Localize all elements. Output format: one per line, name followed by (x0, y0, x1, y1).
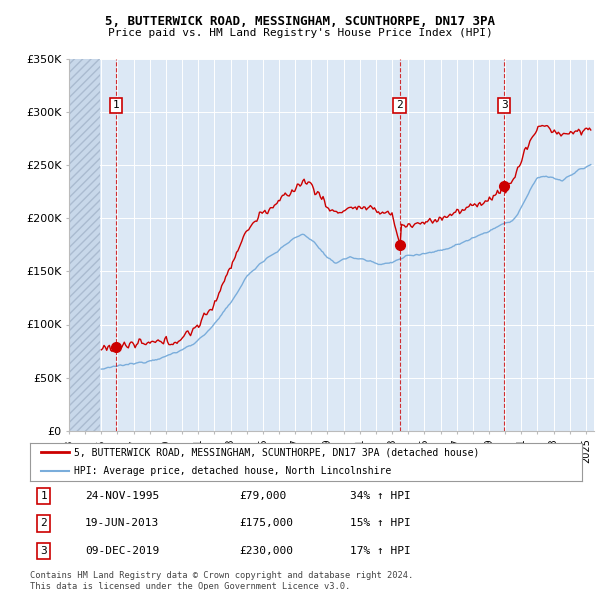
Text: Price paid vs. HM Land Registry's House Price Index (HPI): Price paid vs. HM Land Registry's House … (107, 28, 493, 38)
Text: 15% ↑ HPI: 15% ↑ HPI (350, 519, 411, 529)
Text: HPI: Average price, detached house, North Lincolnshire: HPI: Average price, detached house, Nort… (74, 466, 391, 476)
Text: £175,000: £175,000 (240, 519, 294, 529)
Text: 34% ↑ HPI: 34% ↑ HPI (350, 491, 411, 501)
Text: 2: 2 (40, 519, 47, 529)
Text: 2: 2 (396, 100, 403, 110)
Text: Contains HM Land Registry data © Crown copyright and database right 2024.
This d: Contains HM Land Registry data © Crown c… (30, 571, 413, 590)
Text: 1: 1 (112, 100, 119, 110)
Text: 24-NOV-1995: 24-NOV-1995 (85, 491, 160, 501)
Text: 3: 3 (501, 100, 508, 110)
Text: 1: 1 (40, 491, 47, 501)
Text: 17% ↑ HPI: 17% ↑ HPI (350, 546, 411, 556)
Text: 3: 3 (40, 546, 47, 556)
Text: 5, BUTTERWICK ROAD, MESSINGHAM, SCUNTHORPE, DN17 3PA: 5, BUTTERWICK ROAD, MESSINGHAM, SCUNTHOR… (105, 15, 495, 28)
Text: 5, BUTTERWICK ROAD, MESSINGHAM, SCUNTHORPE, DN17 3PA (detached house): 5, BUTTERWICK ROAD, MESSINGHAM, SCUNTHOR… (74, 447, 479, 457)
Text: £230,000: £230,000 (240, 546, 294, 556)
Text: £79,000: £79,000 (240, 491, 287, 501)
Text: 19-JUN-2013: 19-JUN-2013 (85, 519, 160, 529)
Bar (69, 59, 100, 431)
Text: 09-DEC-2019: 09-DEC-2019 (85, 546, 160, 556)
